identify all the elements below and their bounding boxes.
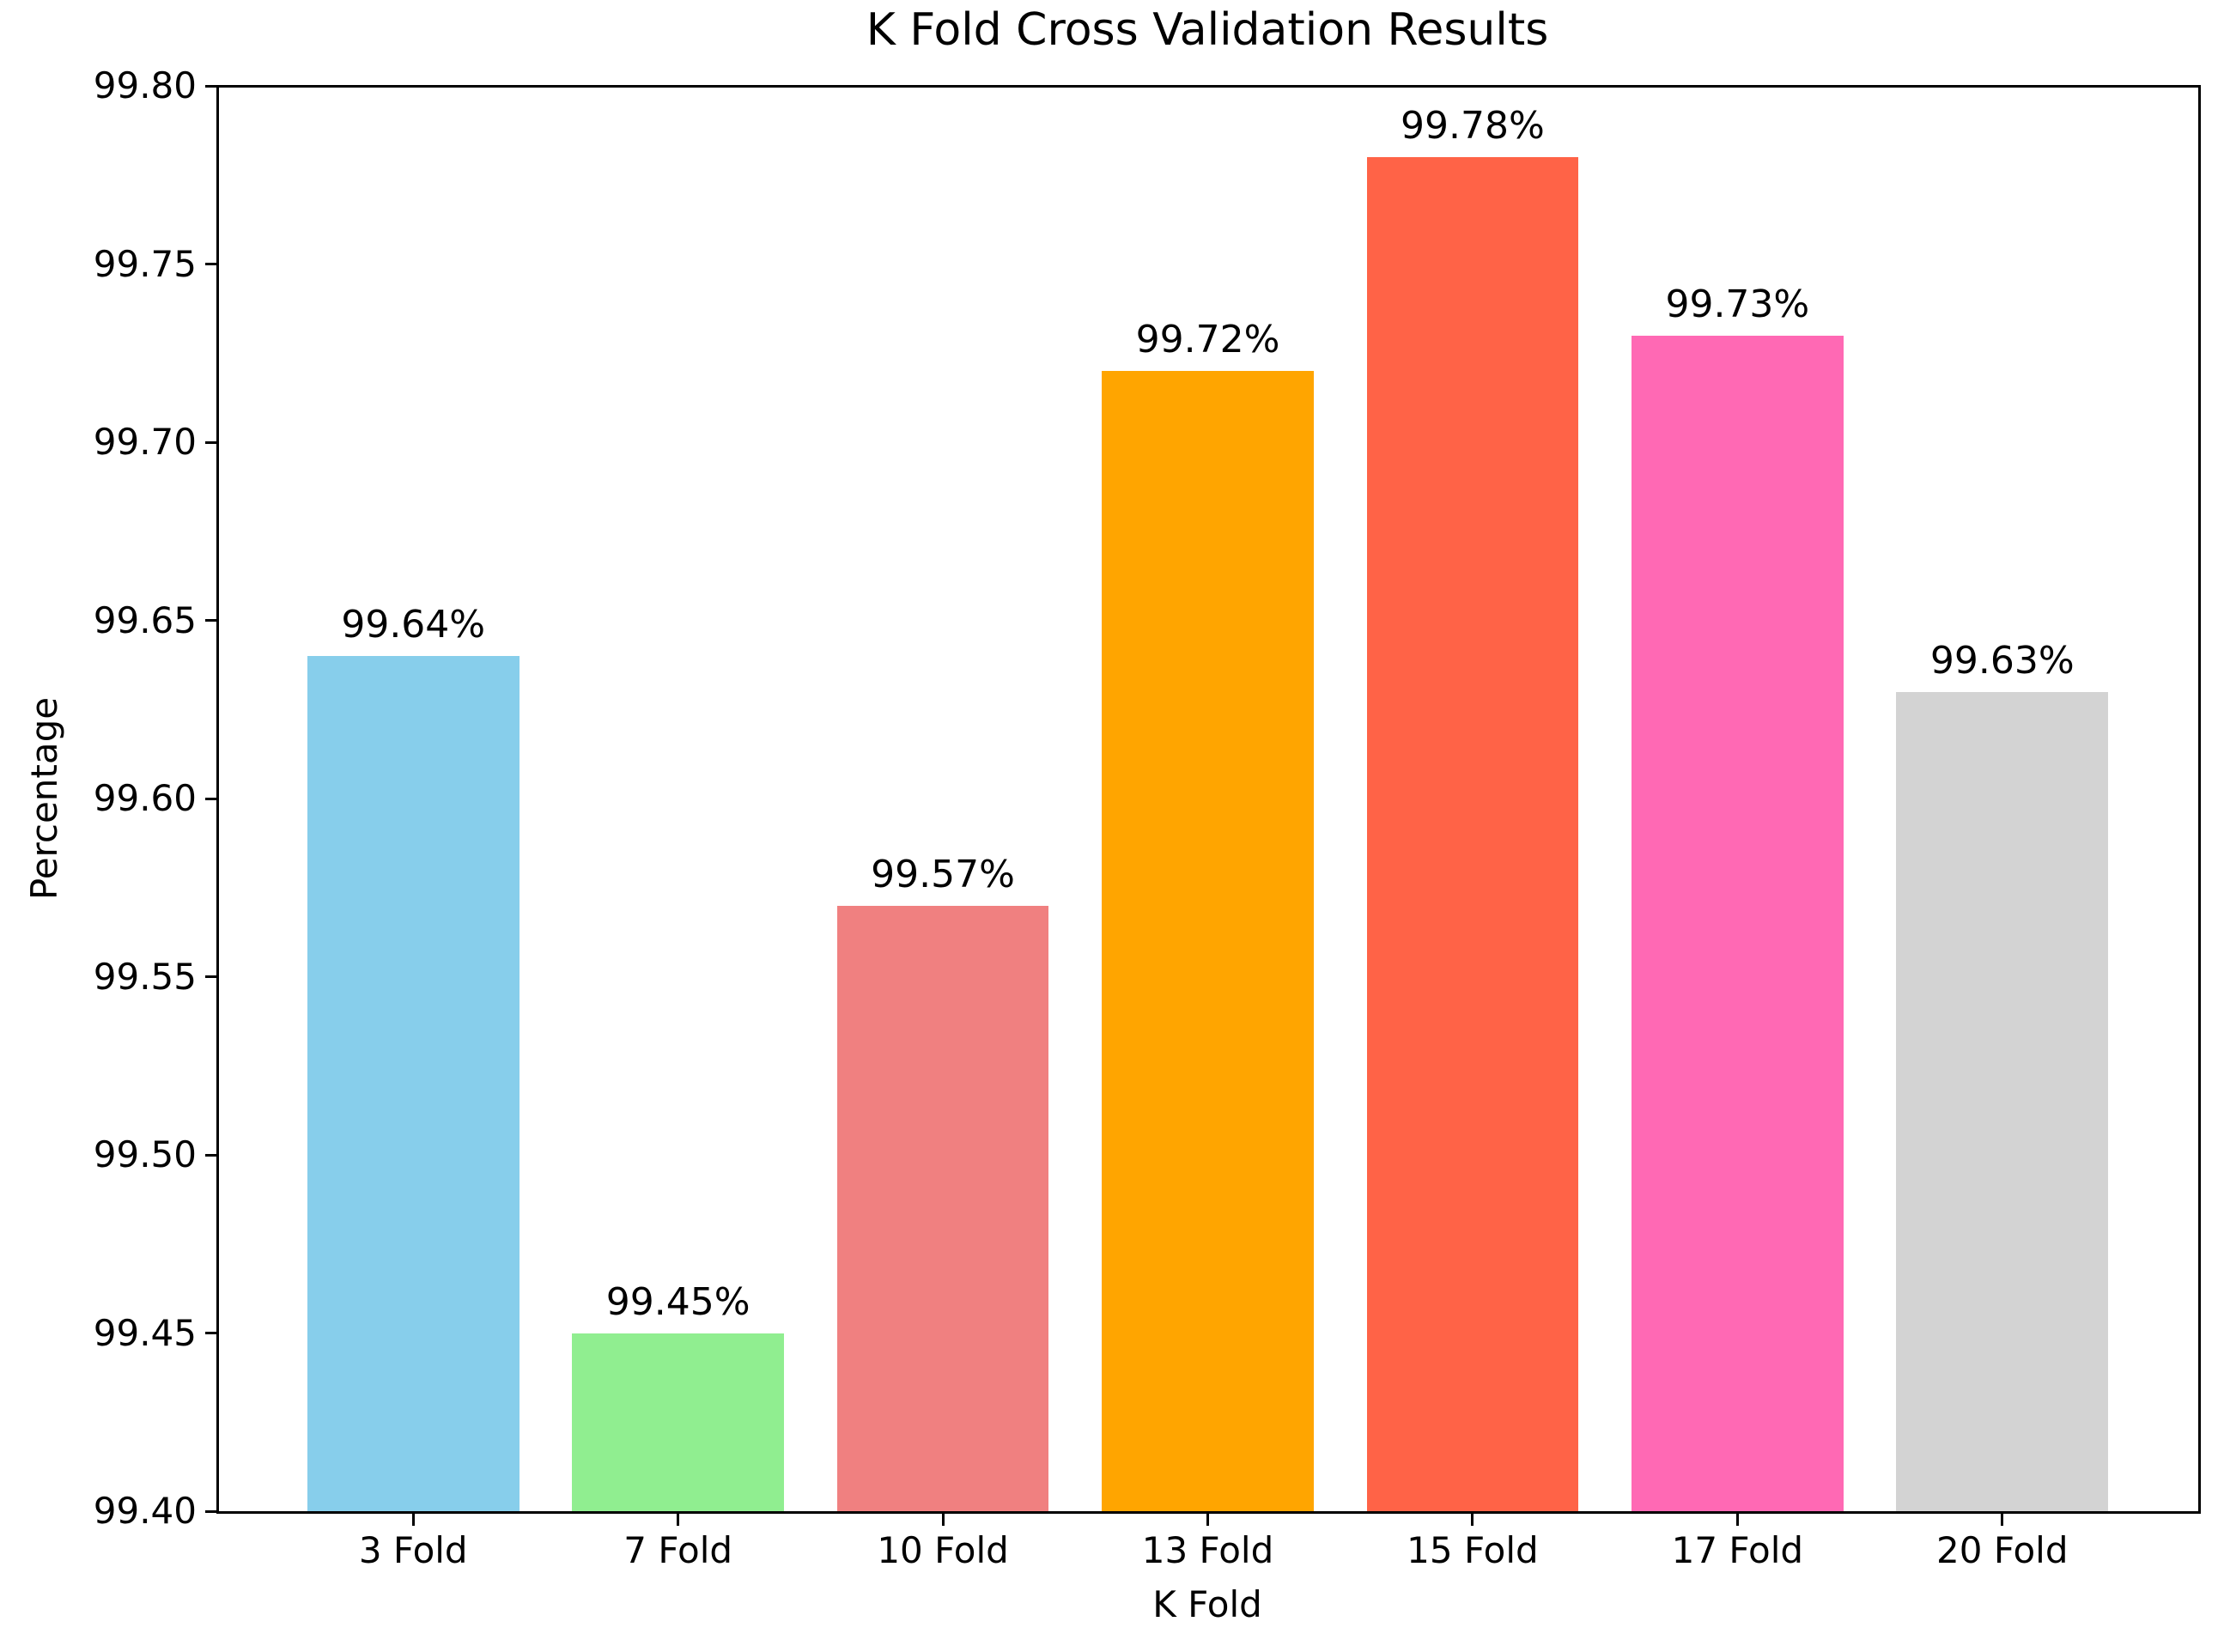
- bar: [1631, 335, 1844, 1511]
- y-tick-mark: [205, 84, 217, 88]
- bar: [572, 1333, 785, 1511]
- x-tick-label: 3 Fold: [358, 1529, 468, 1571]
- x-tick-label: 20 Fold: [1936, 1529, 2069, 1571]
- y-tick-mark: [205, 1509, 217, 1513]
- bar: [1102, 371, 1314, 1511]
- x-tick-mark: [1471, 1514, 1474, 1526]
- x-tick-mark: [677, 1514, 680, 1526]
- x-tick-label: 17 Fold: [1671, 1529, 1804, 1571]
- bar: [307, 656, 520, 1511]
- x-tick-mark: [1735, 1514, 1739, 1526]
- y-tick-label: 99.45: [93, 1311, 197, 1354]
- y-tick-label: 99.60: [93, 777, 197, 819]
- bar-value-label: 99.73%: [1665, 282, 1810, 326]
- x-tick-mark: [1206, 1514, 1209, 1526]
- y-tick-mark: [205, 440, 217, 444]
- x-axis-label: K Fold: [1152, 1583, 1262, 1625]
- bar: [1896, 691, 2109, 1511]
- y-tick-label: 99.55: [93, 955, 197, 998]
- chart-title: K Fold Cross Validation Results: [866, 4, 1549, 56]
- y-tick-label: 99.75: [93, 242, 197, 285]
- y-tick-mark: [205, 263, 217, 265]
- y-tick-label: 99.80: [93, 64, 197, 106]
- y-tick-label: 99.65: [93, 598, 197, 641]
- y-tick-mark: [205, 975, 217, 978]
- y-tick-mark: [205, 1153, 217, 1157]
- x-tick-mark: [2001, 1514, 2004, 1526]
- x-tick-label: 15 Fold: [1407, 1529, 1539, 1571]
- x-tick-label: 13 Fold: [1141, 1529, 1274, 1571]
- y-tick-mark: [205, 1332, 217, 1334]
- x-tick-label: 7 Fold: [623, 1529, 733, 1571]
- bar: [1366, 157, 1579, 1511]
- y-tick-mark: [205, 619, 217, 622]
- bar-value-label: 99.45%: [605, 1279, 750, 1324]
- bar: [836, 905, 1049, 1511]
- bar-value-label: 99.78%: [1401, 104, 1545, 148]
- bar-value-label: 99.72%: [1135, 318, 1280, 361]
- x-tick-mark: [941, 1514, 945, 1526]
- y-tick-label: 99.50: [93, 1133, 197, 1175]
- bar-value-label: 99.63%: [1929, 638, 2075, 683]
- x-tick-label: 10 Fold: [877, 1529, 1009, 1571]
- y-tick-label: 99.40: [93, 1490, 197, 1532]
- bar-value-label: 99.57%: [871, 852, 1015, 896]
- y-tick-label: 99.70: [93, 421, 197, 463]
- y-tick-mark: [205, 797, 217, 800]
- bar-value-label: 99.64%: [341, 603, 486, 647]
- x-tick-mark: [411, 1514, 415, 1526]
